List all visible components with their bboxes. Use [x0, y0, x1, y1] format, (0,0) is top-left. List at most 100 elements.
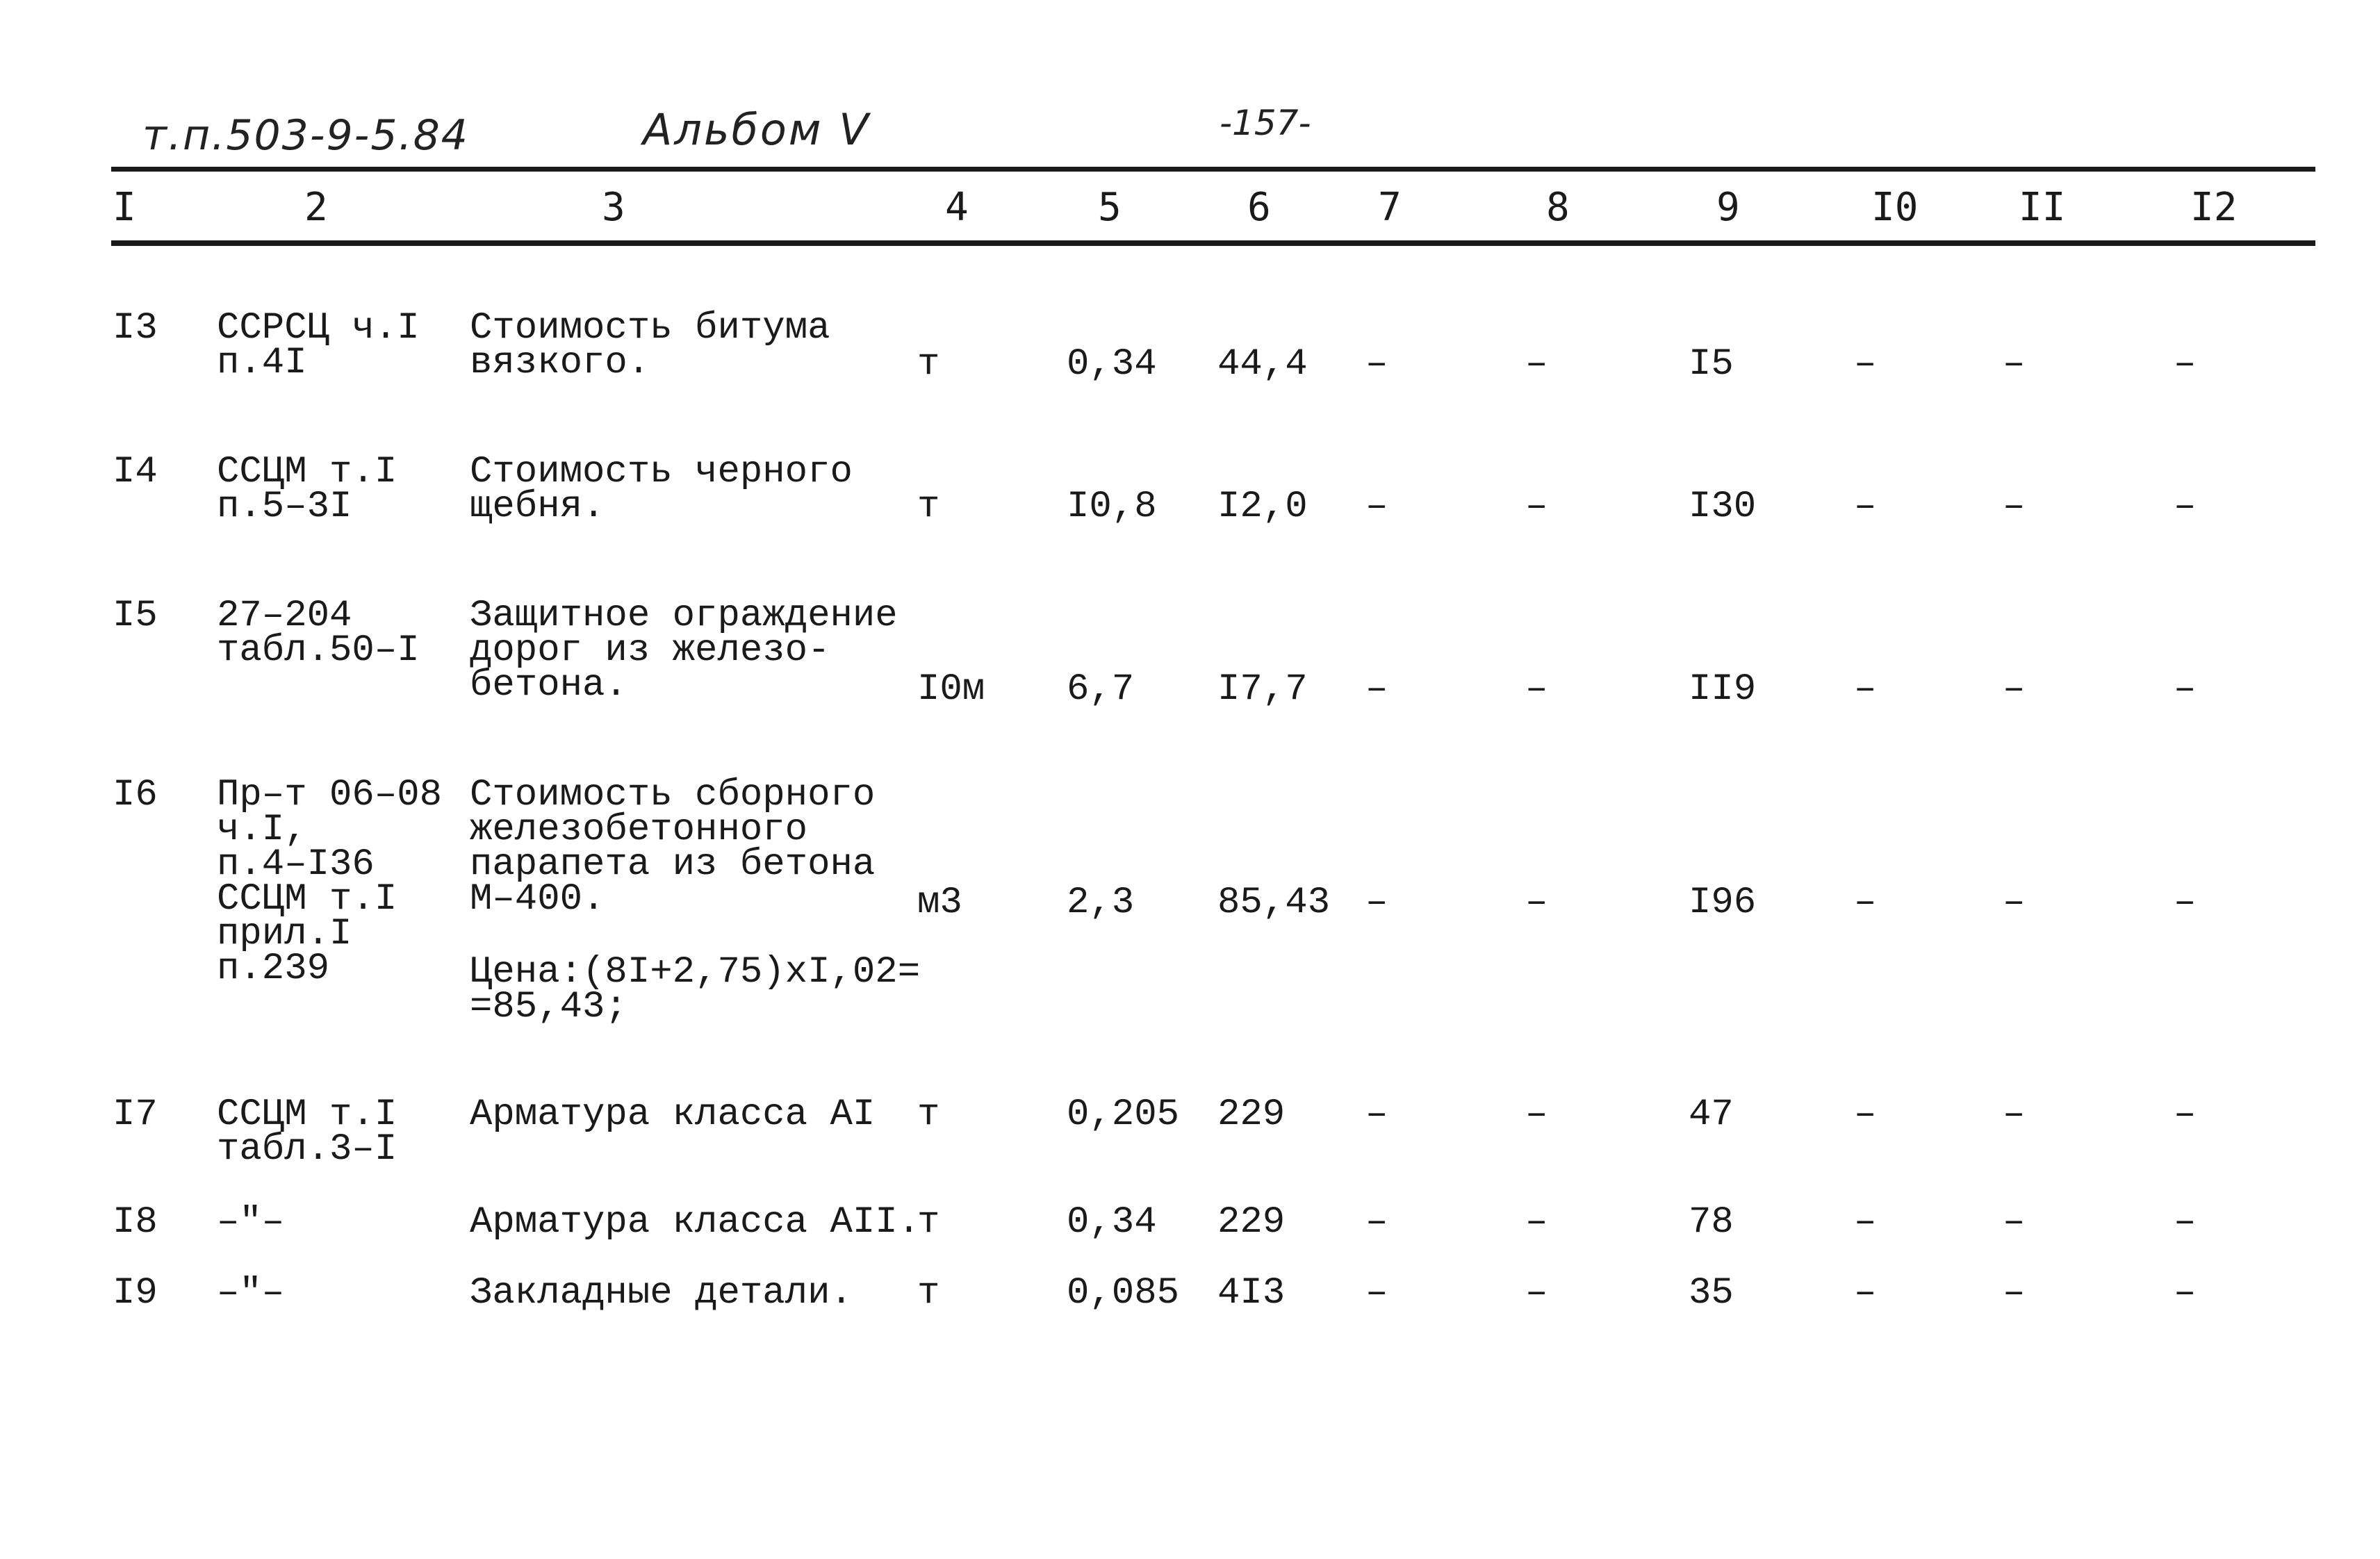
col7-value: –	[1365, 1094, 1388, 1136]
unit: т	[917, 1272, 940, 1314]
quantity: 0,34	[1067, 343, 1157, 386]
col10-value: –	[1854, 1094, 1877, 1136]
col11-value: –	[2003, 343, 2026, 386]
unit: I0м	[917, 668, 985, 711]
total-cost: 78	[1689, 1201, 1734, 1244]
col10-value: –	[1854, 1272, 1877, 1314]
unit: т	[917, 486, 940, 528]
column-header-9: 9	[1716, 185, 1740, 230]
column-header-10: I0	[1871, 185, 1919, 230]
col10-value: –	[1854, 486, 1877, 528]
unit-price: I7,7	[1217, 668, 1308, 711]
total-cost: I30	[1689, 486, 1757, 528]
unit-price: 229	[1217, 1201, 1286, 1244]
item-description: Защитное ограждение дорог из железо- бет…	[470, 595, 898, 707]
quantity: 0,34	[1067, 1201, 1157, 1244]
quantity: 2,3	[1067, 882, 1135, 924]
source-reference: Пр–т 06–08 ч.I, п.4–I36 ССЦМ т.I прил.I …	[217, 774, 443, 990]
source-reference: ССРСЦ ч.I п.4I	[217, 307, 420, 384]
column-header-2: 2	[304, 185, 328, 230]
col8-value: –	[1525, 1094, 1548, 1136]
row-number: I3	[113, 307, 158, 349]
col12-value: –	[2174, 486, 2197, 528]
row-number: I4	[113, 451, 158, 493]
quantity: 6,7	[1067, 668, 1135, 711]
quantity: 0,205	[1067, 1094, 1180, 1136]
col7-value: –	[1365, 486, 1388, 528]
col11-value: –	[2003, 1094, 2026, 1136]
row-number: I8	[113, 1201, 158, 1244]
unit-price: 4I3	[1217, 1272, 1286, 1314]
col7-value: –	[1365, 343, 1388, 386]
document-code: т.п.503-9-5.84	[142, 111, 469, 160]
column-header-3: 3	[602, 185, 625, 230]
column-header-4: 4	[945, 185, 969, 230]
total-cost: II9	[1689, 668, 1757, 711]
col12-value: –	[2174, 1201, 2197, 1244]
column-header-1: I	[113, 185, 136, 230]
column-header-7: 7	[1378, 185, 1402, 230]
source-reference: –"–	[217, 1201, 285, 1244]
item-description: Стоимость черного щебня.	[470, 451, 853, 528]
col12-value: –	[2174, 882, 2197, 924]
col12-value: –	[2174, 1094, 2197, 1136]
col7-value: –	[1365, 882, 1388, 924]
price-calculation-note: Цена:(8I+2,75)xI,02= =85,43;	[470, 951, 921, 1028]
row-number: I6	[113, 774, 158, 816]
header-top-rule	[111, 167, 2315, 172]
column-header-5: 5	[1098, 185, 1122, 230]
item-description: Стоимость сборного железобетонного парап…	[470, 774, 876, 921]
unit-price: 44,4	[1217, 343, 1308, 386]
unit-price: I2,0	[1217, 486, 1308, 528]
col8-value: –	[1525, 343, 1548, 386]
col10-value: –	[1854, 668, 1877, 711]
column-header-8: 8	[1546, 185, 1570, 230]
item-description: Арматура класса АI	[470, 1094, 876, 1136]
col11-value: –	[2003, 882, 2026, 924]
unit-price: 229	[1217, 1094, 1286, 1136]
row-number: I5	[113, 595, 158, 637]
item-description: Арматура класса АII.	[470, 1201, 921, 1244]
source-reference: ССЦМ т.I п.5–3I	[217, 451, 397, 528]
col12-value: –	[2174, 343, 2197, 386]
col10-value: –	[1854, 882, 1877, 924]
col8-value: –	[1525, 486, 1548, 528]
header-bottom-rule	[111, 240, 2315, 246]
col8-value: –	[1525, 1201, 1548, 1244]
album-label: Альбом V	[643, 104, 871, 155]
col8-value: –	[1525, 668, 1548, 711]
source-reference: 27–204 табл.50–I	[217, 595, 420, 672]
column-header-12: I2	[2190, 185, 2238, 230]
col11-value: –	[2003, 668, 2026, 711]
col11-value: –	[2003, 1201, 2026, 1244]
unit: м3	[917, 882, 962, 924]
row-number: I9	[113, 1272, 158, 1314]
page-number: -157-	[1220, 103, 1311, 143]
col7-value: –	[1365, 668, 1388, 711]
total-cost: I96	[1689, 882, 1757, 924]
col8-value: –	[1525, 882, 1548, 924]
col12-value: –	[2174, 668, 2197, 711]
col8-value: –	[1525, 1272, 1548, 1314]
unit: т	[917, 343, 940, 386]
col10-value: –	[1854, 343, 1877, 386]
unit-price: 85,43	[1217, 882, 1331, 924]
col11-value: –	[2003, 486, 2026, 528]
col11-value: –	[2003, 1272, 2026, 1314]
col12-value: –	[2174, 1272, 2197, 1314]
total-cost: 47	[1689, 1094, 1734, 1136]
item-description: Стоимость битума вязкого.	[470, 307, 830, 384]
source-reference: ССЦМ т.I табл.3–I	[217, 1094, 397, 1171]
unit: т	[917, 1094, 940, 1136]
unit: т	[917, 1201, 940, 1244]
item-description: Закладные детали.	[470, 1272, 853, 1314]
quantity: I0,8	[1067, 486, 1157, 528]
col7-value: –	[1365, 1201, 1388, 1244]
quantity: 0,085	[1067, 1272, 1180, 1314]
row-number: I7	[113, 1094, 158, 1136]
total-cost: I5	[1689, 343, 1734, 386]
col10-value: –	[1854, 1201, 1877, 1244]
column-header-6: 6	[1247, 185, 1271, 230]
col7-value: –	[1365, 1272, 1388, 1314]
column-header-11: II	[2019, 185, 2066, 230]
